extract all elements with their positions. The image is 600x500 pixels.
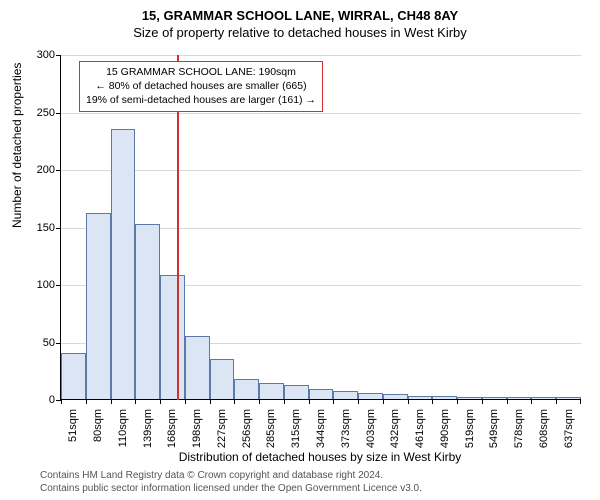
annotation-line-3: 19% of semi-detached houses are larger (… — [86, 93, 316, 107]
ytick-label: 0 — [25, 394, 55, 406]
xtick-mark — [531, 399, 532, 404]
xtick-mark — [507, 399, 508, 404]
ytick-mark — [56, 113, 61, 114]
bar — [309, 389, 334, 399]
ytick-mark — [56, 285, 61, 286]
xtick-mark — [383, 399, 384, 404]
footer-line-2: Contains public sector information licen… — [40, 482, 590, 495]
bar — [160, 275, 185, 399]
annotation-box: 15 GRAMMAR SCHOOL LANE: 190sqm← 80% of d… — [79, 61, 323, 112]
xtick-mark — [408, 399, 409, 404]
xtick-mark — [556, 399, 557, 404]
bar — [61, 353, 86, 399]
ytick-mark — [56, 228, 61, 229]
xtick-mark — [432, 399, 433, 404]
gridline — [61, 113, 581, 114]
xtick-mark — [86, 399, 87, 404]
ytick-mark — [56, 170, 61, 171]
ytick-label: 250 — [25, 107, 55, 119]
xtick-mark — [185, 399, 186, 404]
bar — [432, 396, 457, 399]
annotation-line-1: 15 GRAMMAR SCHOOL LANE: 190sqm — [86, 65, 316, 79]
ytick-label: 300 — [25, 49, 55, 61]
title-main: 15, GRAMMAR SCHOOL LANE, WIRRAL, CH48 8A… — [0, 0, 600, 23]
ytick-label: 150 — [25, 222, 55, 234]
ytick-mark — [56, 55, 61, 56]
bar — [259, 383, 284, 399]
xtick-mark — [61, 399, 62, 404]
plot: 05010015020025030051sqm80sqm110sqm139sqm… — [60, 55, 580, 400]
bar — [333, 391, 358, 399]
bar — [86, 213, 111, 399]
xtick-mark — [259, 399, 260, 404]
xtick-mark — [234, 399, 235, 404]
footer: Contains HM Land Registry data © Crown c… — [40, 469, 590, 495]
ytick-label: 100 — [25, 279, 55, 291]
y-axis-label: Number of detached properties — [10, 63, 24, 228]
xtick-mark — [482, 399, 483, 404]
bar — [482, 397, 507, 399]
title-sub: Size of property relative to detached ho… — [0, 23, 600, 40]
chart-area: 05010015020025030051sqm80sqm110sqm139sqm… — [60, 55, 580, 400]
ytick-label: 200 — [25, 164, 55, 176]
xtick-mark — [111, 399, 112, 404]
bar — [383, 394, 408, 399]
gridline — [61, 55, 581, 56]
bar — [135, 224, 160, 399]
bar — [531, 397, 556, 399]
gridline — [61, 170, 581, 171]
bar — [185, 336, 210, 399]
x-axis-label: Distribution of detached houses by size … — [60, 450, 580, 464]
bar — [457, 397, 482, 399]
footer-line-1: Contains HM Land Registry data © Crown c… — [40, 469, 590, 482]
xtick-mark — [160, 399, 161, 404]
xtick-mark — [210, 399, 211, 404]
bar — [234, 379, 259, 399]
xtick-mark — [333, 399, 334, 404]
xtick-mark — [358, 399, 359, 404]
annotation-line-2: ← 80% of detached houses are smaller (66… — [86, 79, 316, 93]
bar — [111, 129, 136, 399]
xtick-mark — [309, 399, 310, 404]
bar — [358, 393, 383, 399]
xtick-mark — [284, 399, 285, 404]
bar — [210, 359, 235, 399]
xtick-mark — [457, 399, 458, 404]
ytick-label: 50 — [25, 337, 55, 349]
bar — [408, 396, 433, 399]
bar — [507, 397, 532, 399]
xtick-mark — [135, 399, 136, 404]
bar — [284, 385, 309, 399]
bar — [556, 397, 581, 399]
xtick-mark — [580, 399, 581, 404]
ytick-mark — [56, 343, 61, 344]
